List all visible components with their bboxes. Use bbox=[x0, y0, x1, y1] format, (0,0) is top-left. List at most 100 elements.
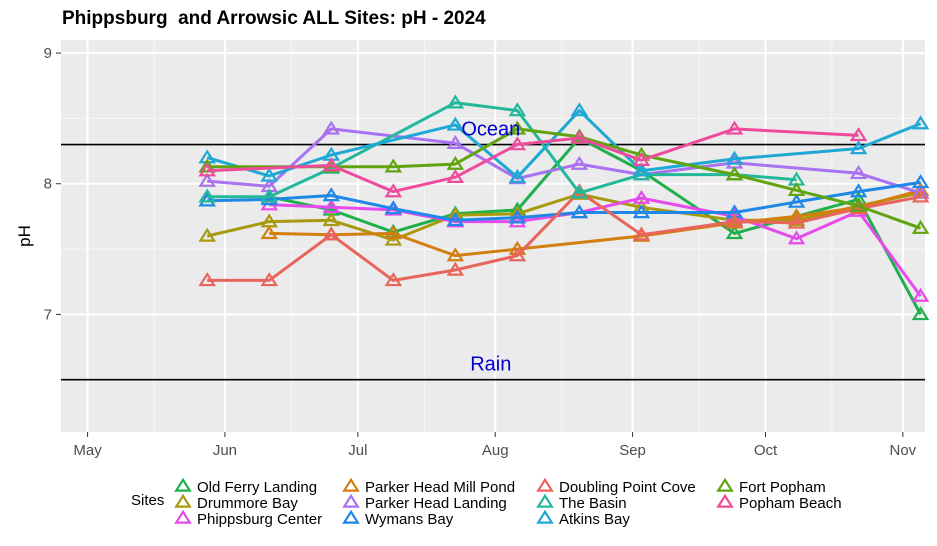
data-point-parker-head-mill-pond bbox=[911, 181, 930, 197]
data-point-fort-popham bbox=[446, 155, 465, 170]
y-tick-label: 8 bbox=[44, 176, 52, 193]
series-line-drummore-bay bbox=[206, 191, 921, 242]
y-axis-title: pH bbox=[15, 225, 34, 247]
x-tick-label: Jun bbox=[213, 442, 237, 459]
data-point-wymans-bay bbox=[446, 212, 465, 227]
data-point-old-ferry-landing bbox=[911, 306, 930, 321]
legend-item-parker-head-landing: Parker Head Landing bbox=[342, 493, 507, 512]
data-point-doubling-point-cove bbox=[260, 272, 279, 287]
data-point-wymans-bay bbox=[508, 209, 527, 224]
legend-label-the-basin: The Basin bbox=[559, 495, 627, 512]
data-point-parker-head-landing bbox=[322, 120, 341, 135]
data-point-doubling-point-cove bbox=[322, 226, 341, 241]
data-point-the-basin bbox=[446, 94, 465, 109]
reference-lines bbox=[61, 143, 925, 381]
x-tick-label: Oct bbox=[754, 442, 778, 459]
series-layer bbox=[198, 94, 930, 321]
data-point-phippsburg-center bbox=[322, 198, 341, 214]
data-point-phippsburg-center bbox=[911, 287, 930, 302]
data-point-the-basin bbox=[198, 188, 217, 203]
data-point-popham-beach bbox=[570, 129, 589, 144]
data-point-drummore-bay bbox=[198, 227, 217, 242]
data-point-fort-popham bbox=[911, 219, 930, 234]
data-point-atkins-bay bbox=[508, 168, 527, 183]
data-point-fort-popham bbox=[198, 158, 217, 173]
data-point-wymans-bay bbox=[384, 200, 403, 215]
data-point-wymans-bay bbox=[911, 174, 930, 189]
data-point-parker-head-landing bbox=[446, 134, 465, 149]
legend-item-popham-beach: Popham Beach bbox=[716, 493, 842, 512]
data-point-the-basin bbox=[632, 166, 651, 181]
reference-label-ocean: Ocean bbox=[461, 119, 520, 141]
data-point-popham-beach bbox=[632, 151, 651, 166]
legend-key-old-ferry-landing bbox=[174, 477, 192, 492]
data-point-popham-beach bbox=[508, 136, 527, 151]
legend-item-old-ferry-landing: Old Ferry Landing bbox=[174, 477, 317, 496]
data-point-parker-head-mill-pond bbox=[787, 208, 806, 223]
legend-item-wymans-bay: Wymans Bay bbox=[342, 509, 454, 528]
series-line-wymans-bay bbox=[207, 180, 921, 222]
data-point-wymans-bay bbox=[632, 204, 651, 219]
data-point-phippsburg-center bbox=[632, 189, 651, 204]
data-point-wymans-bay bbox=[570, 204, 589, 219]
data-point-wymans-bay bbox=[849, 183, 868, 198]
data-point-the-basin bbox=[260, 188, 279, 203]
data-point-doubling-point-cove bbox=[632, 226, 651, 241]
data-point-parker-head-mill-pond bbox=[260, 225, 279, 240]
plot-panel bbox=[61, 40, 925, 432]
legend-key-doubling-point-cove bbox=[536, 477, 554, 492]
x-tick-label: Nov bbox=[890, 442, 917, 459]
data-point-popham-beach bbox=[322, 157, 341, 172]
series-line-doubling-point-cove bbox=[207, 190, 921, 282]
legend-key-the-basin bbox=[536, 493, 554, 508]
legend-label-parker-head-landing: Parker Head Landing bbox=[365, 495, 507, 512]
x-tick-label: Jul bbox=[348, 442, 367, 459]
data-point-doubling-point-cove bbox=[384, 272, 403, 287]
data-point-fort-popham bbox=[508, 120, 527, 135]
data-point-parker-head-mill-pond bbox=[384, 225, 403, 240]
data-point-phippsburg-center bbox=[508, 213, 527, 228]
data-point-popham-beach bbox=[849, 127, 868, 142]
data-point-fort-popham bbox=[725, 166, 744, 181]
x-tick-label: May bbox=[73, 442, 102, 459]
legend-label-atkins-bay: Atkins Bay bbox=[559, 511, 630, 528]
data-point-drummore-bay bbox=[322, 212, 341, 227]
grid-minor bbox=[61, 40, 925, 432]
y-axis: 7 8 9 bbox=[44, 45, 61, 323]
legend-label-old-ferry-landing: Old Ferry Landing bbox=[197, 479, 317, 496]
data-point-atkins-bay bbox=[446, 116, 465, 131]
data-point-doubling-point-cove bbox=[911, 188, 930, 203]
legend-label-doubling-point-cove: Doubling Point Cove bbox=[559, 479, 696, 496]
legend-key-wymans-bay bbox=[342, 509, 360, 524]
legend-key-fort-popham bbox=[716, 477, 734, 492]
legend-key-parker-head-landing bbox=[342, 493, 360, 508]
legend-key-parker-head-mill-pond bbox=[342, 477, 360, 492]
data-point-atkins-bay bbox=[849, 140, 868, 155]
data-point-doubling-point-cove bbox=[508, 247, 527, 262]
data-point-doubling-point-cove bbox=[198, 272, 217, 287]
legend-label-parker-head-mill-pond: Parker Head Mill Pond bbox=[365, 479, 515, 496]
legend-item-the-basin: The Basin bbox=[536, 493, 627, 512]
legend-label-popham-beach: Popham Beach bbox=[739, 495, 842, 512]
data-point-popham-beach bbox=[198, 162, 217, 177]
x-tick-label: Aug bbox=[482, 442, 509, 459]
legend-item-atkins-bay: Atkins Bay bbox=[536, 509, 630, 528]
data-point-popham-beach bbox=[725, 120, 744, 135]
legend-item-doubling-point-cove: Doubling Point Cove bbox=[536, 477, 696, 496]
data-point-fort-popham bbox=[849, 197, 868, 212]
data-point-the-basin bbox=[508, 102, 527, 117]
data-point-atkins-bay bbox=[570, 102, 589, 117]
data-point-phippsburg-center bbox=[787, 230, 806, 245]
y-tick-label: 7 bbox=[44, 306, 52, 323]
data-point-wymans-bay bbox=[322, 187, 341, 202]
legend-label-fort-popham: Fort Popham bbox=[739, 479, 826, 496]
data-point-popham-beach bbox=[446, 168, 465, 183]
data-point-fort-popham bbox=[384, 158, 403, 173]
legend-label-drummore-bay: Drummore Bay bbox=[197, 495, 298, 512]
reference-labels: Ocean Rain bbox=[461, 119, 520, 376]
data-point-wymans-bay bbox=[198, 192, 217, 207]
x-axis: May Jun Jul Aug Sep Oct Nov bbox=[73, 432, 917, 459]
data-point-atkins-bay bbox=[632, 162, 651, 177]
